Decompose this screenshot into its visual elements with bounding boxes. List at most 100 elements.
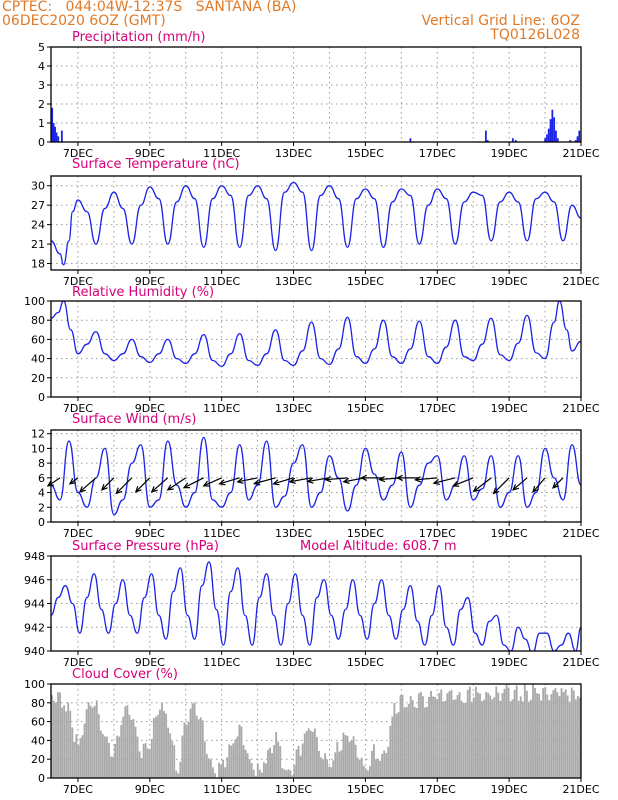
rh-ytick-label: 40 xyxy=(31,353,45,366)
cloud-bar xyxy=(538,693,541,778)
wind-arrow-head xyxy=(432,478,440,485)
cloud-title: Cloud Cover (%) xyxy=(72,667,178,682)
cloud-ytick-label: 60 xyxy=(31,716,45,729)
cloud-xtick-label: 11DEC xyxy=(203,783,240,796)
wind-arrow-head xyxy=(166,484,174,491)
cloud-bar xyxy=(534,687,536,778)
cloud-bar xyxy=(210,759,212,778)
precip-bar xyxy=(51,107,54,142)
precip-bar xyxy=(556,138,559,142)
cloud-bar xyxy=(256,763,259,778)
cloud-bar xyxy=(142,743,145,778)
cloud-bar xyxy=(560,688,563,778)
cloud-bar xyxy=(293,765,296,778)
cloud-bar xyxy=(438,692,441,778)
cloud-bar xyxy=(55,702,57,778)
cloud-bar xyxy=(472,697,475,778)
cloud-bar xyxy=(159,709,161,778)
cloud-bar xyxy=(77,745,80,778)
cloud-bar xyxy=(122,716,125,778)
cloud-bar xyxy=(411,700,414,778)
cloud-bar xyxy=(305,730,308,778)
wind-arrow-shaft xyxy=(167,477,187,491)
rh-panel: Relative Humidity (%) 0 20 40 60 80 100 7DEC 9DE… xyxy=(24,285,600,415)
temp-xtick-label: 9DEC xyxy=(135,275,165,288)
pressure-xtick-label: 21DEC xyxy=(562,656,599,669)
cloud-bar xyxy=(228,744,231,778)
cloud-bar xyxy=(511,699,514,778)
cloud-bar xyxy=(562,691,565,778)
cloud-bar xyxy=(250,762,253,778)
cloud-bar xyxy=(226,757,229,778)
precip-bar xyxy=(57,136,60,142)
cloud-bar xyxy=(112,756,114,778)
cloud-bar xyxy=(285,770,288,778)
cloud-bar xyxy=(470,701,473,778)
cloud-bar xyxy=(116,735,119,778)
cloud-bar xyxy=(401,695,404,778)
cloud-bar xyxy=(450,689,453,778)
cloud-bar xyxy=(519,696,522,778)
cloud-bar xyxy=(185,725,188,778)
cloud-bar xyxy=(348,741,351,778)
wind-arrow-shaft xyxy=(289,477,312,483)
cloud-bar xyxy=(154,716,157,778)
precip-ytick-label: 2 xyxy=(38,98,45,111)
precip-xtick-label: 13DEC xyxy=(275,147,312,160)
cloud-bar xyxy=(544,687,547,778)
pressure-xtick-label: 19DEC xyxy=(491,656,528,669)
cloud-bar xyxy=(258,769,261,778)
cloud-xtick-label: 21DEC xyxy=(562,783,599,796)
cloud-bar xyxy=(283,769,286,778)
cloud-bar xyxy=(413,707,416,778)
cloud-bar xyxy=(146,748,149,778)
cloud-ytick-label: 100 xyxy=(24,678,45,691)
wind-series-line xyxy=(51,436,581,516)
cloud-bar xyxy=(507,687,510,778)
cloud-bar xyxy=(236,736,239,778)
cloud-panel: Cloud Cover (%) 0 20 40 60 80 100 7DEC 9DEC 11DEC… xyxy=(24,667,600,796)
precip-xtick-label: 19DEC xyxy=(491,147,528,160)
cloud-bar xyxy=(99,730,102,778)
cloud-bar xyxy=(287,769,290,778)
wind-arrow-head xyxy=(552,481,559,489)
precip-ytick-label: 0 xyxy=(38,136,45,149)
wind-arrow-shaft xyxy=(452,477,474,487)
cloud-bar xyxy=(391,716,394,778)
temp-title: Surface Temperature (nC) xyxy=(72,157,240,172)
precip-bar xyxy=(576,136,579,142)
cloud-bar xyxy=(252,769,255,778)
cloud-bar xyxy=(220,764,223,778)
cloud-bar xyxy=(464,702,467,778)
cloud-bar xyxy=(128,714,131,778)
cloud-bar xyxy=(436,699,439,778)
cloud-bar xyxy=(369,766,371,778)
temp-ytick-label: 21 xyxy=(31,238,45,251)
cloud-bar xyxy=(434,697,437,778)
cloud-bar xyxy=(409,695,412,778)
precip-bar xyxy=(574,140,577,142)
cloud-bar xyxy=(479,693,481,778)
cloud-frame xyxy=(50,683,582,779)
wind-arrow-shaft xyxy=(532,477,546,493)
cloud-bar xyxy=(248,759,251,778)
cloud-bar xyxy=(525,690,528,778)
precip-bar xyxy=(551,109,554,142)
pressure-panel: Surface Pressure (hPa) Model Altitude: 60… xyxy=(24,539,600,669)
cloud-bar xyxy=(389,725,392,778)
cloud-bar xyxy=(354,744,357,778)
cloud-bar xyxy=(177,773,180,778)
cloud-bar xyxy=(505,684,508,778)
rh-ytick-label: 0 xyxy=(38,391,45,404)
cloud-bar xyxy=(497,692,500,778)
cloud-bar xyxy=(334,752,337,778)
cloud-bar xyxy=(191,703,194,778)
cloud-bar xyxy=(175,770,178,778)
wind-arrow-head xyxy=(115,487,123,495)
wind-xtick-label: 13DEC xyxy=(275,527,312,540)
precip-bar xyxy=(511,138,514,142)
wind-arrow-shaft xyxy=(552,477,564,489)
pressure-xtick-label: 17DEC xyxy=(419,656,456,669)
cloud-bar xyxy=(65,711,68,778)
cloud-bar xyxy=(362,765,365,778)
